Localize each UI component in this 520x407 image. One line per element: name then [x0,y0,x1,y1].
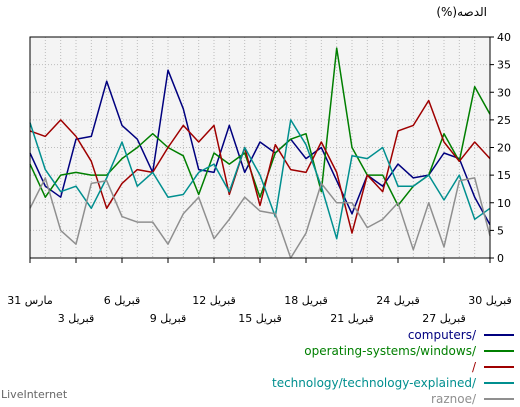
legend-label: raznoe/ [431,392,476,406]
series-line-computers [29,69,491,226]
y-tick-label: 20 [497,142,511,155]
x-tick-label: 24 قبريل [376,294,420,307]
grid [29,37,491,258]
y-axis: 0 5 10 15 20 25 30 35 40 [490,31,511,265]
legend-item: / [472,359,514,375]
x-tick-label: 15 قبريل [238,312,282,325]
y-tick-label: 10 [497,197,511,210]
y-axis-label: (%)الدصه [436,5,487,19]
series-line-root [29,99,491,234]
x-tick-label: 9 قبريل [150,312,187,325]
legend-item: raznoe/ [431,391,514,407]
legend-label: / [471,360,476,374]
legend-item: technology/technology-explained/ [272,375,514,391]
watermark: LiveInternet [1,388,68,401]
legend-swatch [484,334,514,336]
series-line-raznoe [29,177,491,259]
x-tick-label: 18 قبريل [284,294,328,307]
y-tick-label: 35 [497,59,511,72]
legend-label: operating-systems/windows/ [304,344,476,358]
legend-swatch [484,398,514,400]
legend-swatch [484,382,514,384]
x-tick-label: 12 قبريل [192,294,236,307]
x-tick-label: 27 قبريل [422,312,466,325]
legend-label: computers/ [407,328,476,342]
y-tick-label: 5 [497,224,504,237]
y-tick-label: 15 [497,169,511,182]
x-tick-label: 31 مارس [7,294,53,307]
x-tick-label: 21 قبريل [330,312,374,325]
legend-swatch [484,366,514,368]
y-tick-label: 25 [497,114,511,127]
legend-item: operating-systems/windows/ [304,343,514,359]
plot-border [29,36,491,259]
y-tick-label: 40 [497,31,511,44]
series-line-technology-technology-explained [29,119,491,240]
y-tick-label: 30 [497,86,511,99]
legend-item: computers/ [408,327,514,343]
x-tick-label: 6 قبريل [104,294,141,307]
y-tick-label: 0 [497,252,504,265]
legend-swatch [484,350,514,352]
series-lines [29,47,491,259]
x-tick-label: 3 قبريل [58,312,95,325]
legend-label: technology/technology-explained/ [272,376,476,390]
x-tick-label: 30 قبريل [468,294,512,307]
